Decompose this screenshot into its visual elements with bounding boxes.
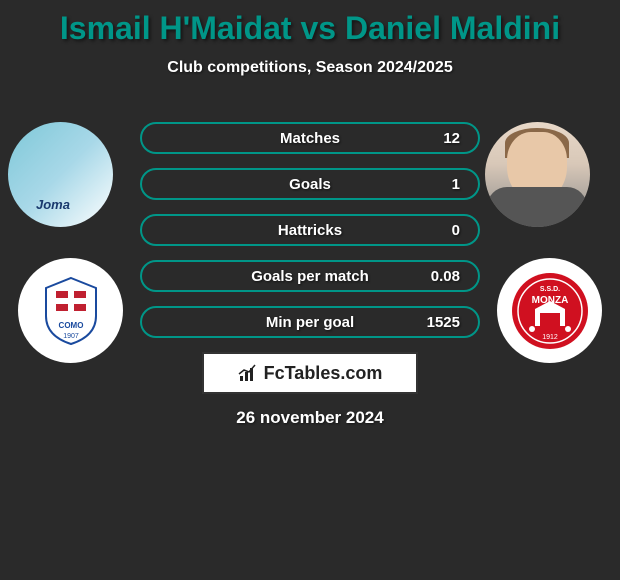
stat-value: 0.08 xyxy=(431,268,460,285)
branding-box: FcTables.com xyxy=(202,352,418,394)
stat-value: 1525 xyxy=(427,314,460,331)
stat-label: Goals per match xyxy=(251,268,369,285)
comparison-title: Ismail H'Maidat vs Daniel Maldini xyxy=(0,0,620,47)
jersey-brand: Joma xyxy=(36,197,70,212)
player2-avatar xyxy=(485,122,590,227)
subtitle: Club competitions, Season 2024/2025 xyxy=(0,59,620,77)
stat-value: 0 xyxy=(452,222,460,239)
branding-text: FcTables.com xyxy=(264,363,383,384)
vs-text: vs xyxy=(300,10,336,46)
stat-goals-per-match: Goals per match 0.08 xyxy=(140,260,480,292)
club2-logo: S.S.D. MONZA 1912 xyxy=(497,258,602,363)
player2-jersey xyxy=(487,187,587,227)
svg-text:1912: 1912 xyxy=(542,334,558,341)
svg-text:COMO: COMO xyxy=(58,321,83,330)
stat-value: 1 xyxy=(452,176,460,193)
svg-text:S.S.D.: S.S.D. xyxy=(539,286,559,293)
monza-badge: S.S.D. MONZA 1912 xyxy=(497,258,602,363)
stat-value: 12 xyxy=(443,130,460,147)
chart-icon xyxy=(238,364,258,382)
stat-label: Min per goal xyxy=(266,314,354,331)
stat-min-per-goal: Min per goal 1525 xyxy=(140,306,480,338)
stat-matches: Matches 12 xyxy=(140,122,480,154)
club1-logo: COMO 1907 xyxy=(18,258,123,363)
player1-avatar: Joma xyxy=(8,122,113,227)
stat-hattricks: Hattricks 0 xyxy=(140,214,480,246)
stat-goals: Goals 1 xyxy=(140,168,480,200)
stat-label: Hattricks xyxy=(278,222,342,239)
player1-name: Ismail H'Maidat xyxy=(60,10,292,46)
date-text: 26 november 2024 xyxy=(0,408,620,428)
como-badge: COMO 1907 xyxy=(18,258,123,363)
stat-label: Matches xyxy=(280,130,340,147)
stat-label: Goals xyxy=(289,176,331,193)
svg-text:1907: 1907 xyxy=(63,333,79,340)
stats-container: Matches 12 Goals 1 Hattricks 0 Goals per… xyxy=(140,122,480,352)
player2-name: Daniel Maldini xyxy=(345,10,560,46)
